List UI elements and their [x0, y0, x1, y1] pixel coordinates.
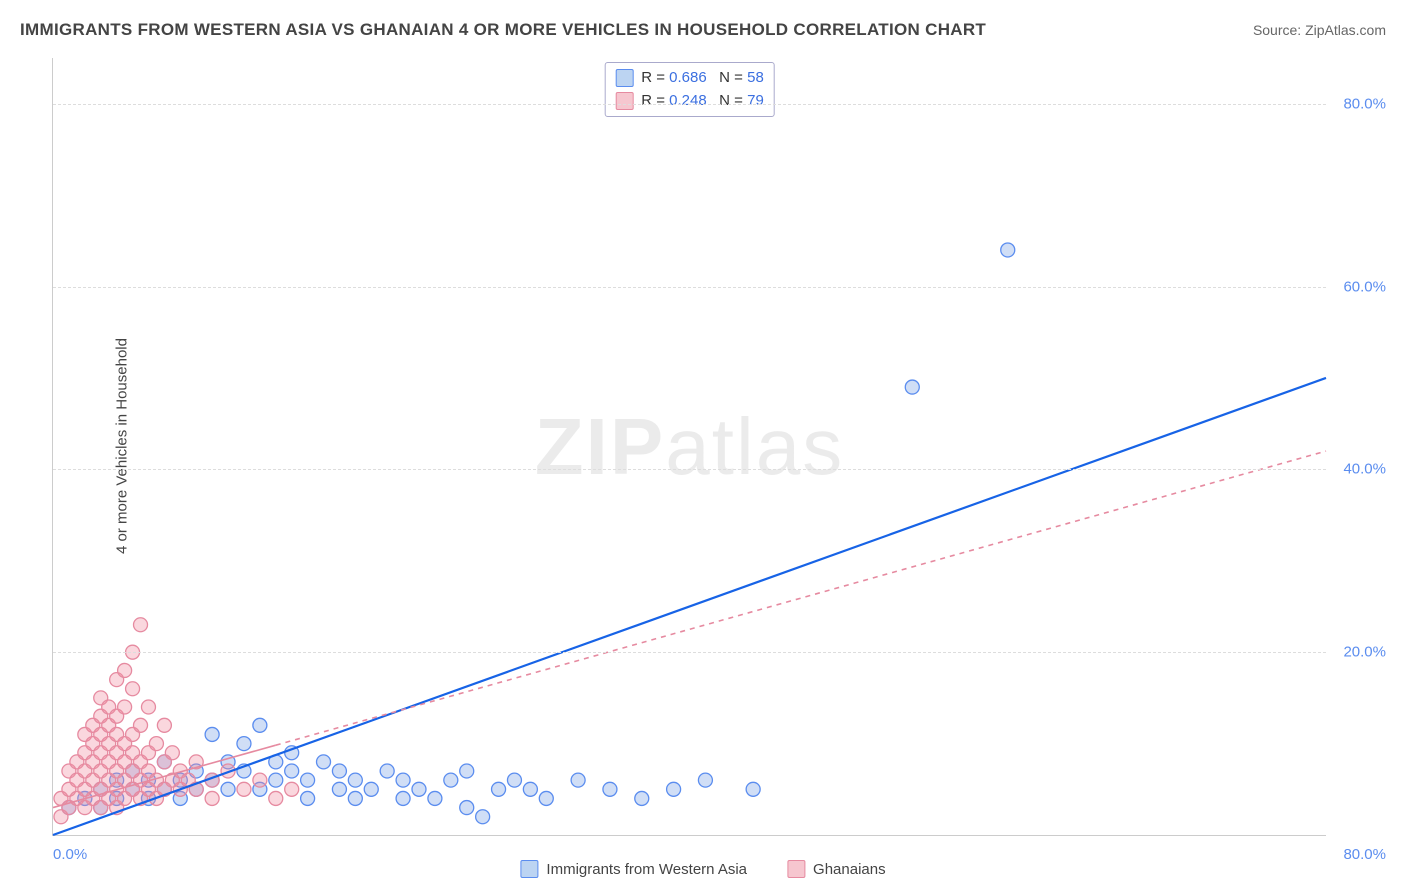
y-tick-label: 60.0% — [1343, 278, 1386, 295]
data-point — [396, 773, 410, 787]
data-point — [444, 773, 458, 787]
x-tick-80: 80.0% — [1343, 846, 1386, 863]
data-point — [269, 773, 283, 787]
data-point — [221, 782, 235, 796]
gridline — [53, 469, 1326, 470]
data-point — [332, 782, 346, 796]
data-point — [301, 773, 315, 787]
data-point — [285, 782, 299, 796]
data-point — [149, 737, 163, 751]
data-point — [539, 791, 553, 805]
data-point — [635, 791, 649, 805]
chart-title: IMMIGRANTS FROM WESTERN ASIA VS GHANAIAN… — [20, 20, 986, 40]
data-point — [603, 782, 617, 796]
data-point — [746, 782, 760, 796]
data-point — [134, 718, 148, 732]
data-point — [253, 718, 267, 732]
data-point — [396, 791, 410, 805]
data-point — [476, 810, 490, 824]
data-point — [237, 782, 251, 796]
data-point — [460, 764, 474, 778]
data-point — [285, 764, 299, 778]
source-label: Source: ZipAtlas.com — [1253, 22, 1386, 38]
data-point — [571, 773, 585, 787]
y-tick-label: 40.0% — [1343, 461, 1386, 478]
legend-item: Immigrants from Western Asia — [520, 860, 747, 878]
legend-item: Ghanaians — [787, 860, 886, 878]
data-point — [118, 663, 132, 677]
x-tick-0: 0.0% — [53, 846, 87, 863]
data-point — [157, 718, 171, 732]
data-point — [165, 746, 179, 760]
gridline — [53, 104, 1326, 105]
trend-line — [53, 378, 1326, 835]
data-point — [269, 791, 283, 805]
y-tick-label: 80.0% — [1343, 95, 1386, 112]
data-point — [348, 791, 362, 805]
chart-svg — [53, 58, 1326, 835]
gridline — [53, 652, 1326, 653]
data-point — [698, 773, 712, 787]
gridline — [53, 287, 1326, 288]
series-legend: Immigrants from Western Asia Ghanaians — [520, 860, 885, 878]
data-point — [460, 801, 474, 815]
data-point — [134, 618, 148, 632]
legend-swatch — [787, 860, 805, 878]
data-point — [205, 727, 219, 741]
data-point — [523, 782, 537, 796]
data-point — [301, 791, 315, 805]
data-point — [348, 773, 362, 787]
data-point — [905, 380, 919, 394]
data-point — [380, 764, 394, 778]
legend-label: Immigrants from Western Asia — [546, 861, 747, 878]
data-point — [667, 782, 681, 796]
plot-area: ZIPatlas R = 0.686 N = 58R = 0.248 N = 7… — [52, 58, 1326, 836]
data-point — [141, 700, 155, 714]
data-point — [253, 773, 267, 787]
legend-swatch — [520, 860, 538, 878]
trend-line-dashed — [276, 451, 1326, 745]
data-point — [412, 782, 426, 796]
data-point — [364, 782, 378, 796]
data-point — [126, 682, 140, 696]
data-point — [428, 791, 442, 805]
data-point — [205, 791, 219, 805]
data-point — [507, 773, 521, 787]
data-point — [118, 700, 132, 714]
data-point — [332, 764, 346, 778]
data-point — [317, 755, 331, 769]
data-point — [492, 782, 506, 796]
legend-label: Ghanaians — [813, 861, 886, 878]
y-tick-label: 20.0% — [1343, 644, 1386, 661]
data-point — [1001, 243, 1015, 257]
data-point — [237, 737, 251, 751]
